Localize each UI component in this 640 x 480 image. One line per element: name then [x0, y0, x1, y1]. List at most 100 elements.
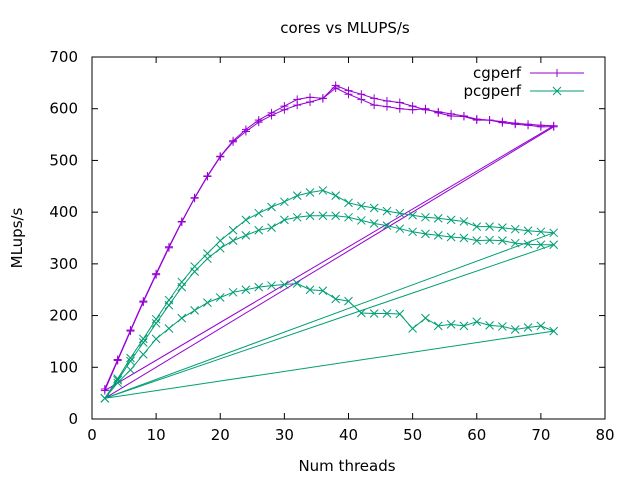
data-point [331, 191, 341, 200]
data-point [254, 118, 263, 127]
data-point [280, 105, 289, 114]
series-line [104, 232, 554, 399]
data-point [472, 317, 482, 327]
data-point [408, 210, 417, 220]
data-point [395, 208, 405, 218]
data-point [382, 309, 392, 318]
data-point [459, 321, 469, 331]
data-point [447, 111, 456, 120]
x-tick-label: 60 [467, 426, 486, 444]
data-point [203, 172, 212, 181]
x-tick-label: 30 [275, 426, 294, 444]
legend-label: pcgperf [464, 82, 522, 100]
data-point [498, 223, 507, 233]
data-point [511, 120, 520, 129]
data-point [421, 313, 430, 323]
data-point [382, 102, 391, 111]
data-point [190, 306, 199, 315]
series-pcgperf [100, 186, 559, 403]
data-point [433, 231, 443, 240]
data-point [369, 309, 379, 318]
x-tick-label: 50 [403, 426, 422, 444]
data-point [305, 211, 315, 221]
data-point [318, 186, 328, 195]
data-point [357, 95, 366, 104]
data-point [382, 206, 392, 216]
y-tick-label: 700 [49, 48, 78, 66]
data-point [126, 365, 135, 375]
data-point [267, 281, 276, 290]
x-axis-label: Num threads [298, 457, 395, 475]
data-point [446, 215, 456, 225]
y-tick-label: 300 [49, 255, 78, 273]
series-line [104, 330, 554, 399]
data-point [344, 90, 353, 99]
series-line [104, 244, 554, 399]
data-point [100, 386, 109, 395]
data-point [267, 223, 276, 233]
data-point [485, 235, 494, 245]
data-point [369, 203, 379, 213]
data-point [408, 324, 417, 333]
y-tick-label: 100 [49, 358, 78, 376]
data-point [113, 356, 122, 365]
data-point [331, 211, 341, 221]
data-point [536, 122, 545, 131]
data-point [241, 215, 251, 225]
data-point [164, 300, 174, 310]
data-point [421, 229, 430, 239]
x-tick-label: 80 [595, 426, 614, 444]
data-point [395, 104, 404, 113]
data-point [421, 104, 430, 113]
data-point [536, 227, 546, 237]
data-point [228, 236, 238, 245]
data-point [228, 287, 238, 297]
chart-title: cores vs MLUPS/s [280, 19, 410, 37]
data-point [190, 267, 199, 276]
data-point [459, 217, 469, 226]
data-point [292, 279, 302, 288]
data-point [369, 219, 379, 228]
data-point [305, 285, 315, 295]
x-tick-label: 10 [147, 426, 166, 444]
y-tick-label: 200 [49, 307, 78, 325]
series-cgperf [100, 81, 558, 399]
data-point [356, 308, 366, 318]
series-line [104, 215, 554, 399]
data-point [241, 127, 250, 136]
x-tick-label: 20 [211, 426, 230, 444]
data-point [151, 314, 161, 324]
series-line [104, 87, 554, 391]
data-point [229, 137, 238, 146]
data-point [190, 194, 199, 203]
data-point [203, 254, 212, 264]
data-point [216, 152, 225, 161]
data-point [280, 215, 289, 225]
data-point [344, 212, 353, 222]
data-point [280, 280, 289, 289]
data-point [382, 221, 392, 230]
data-point [472, 116, 481, 125]
legend-label: cgperf [473, 64, 522, 82]
data-point [126, 353, 135, 363]
data-point [421, 212, 430, 222]
data-point [536, 321, 546, 331]
data-point [139, 298, 148, 307]
data-point [152, 270, 161, 279]
data-point [395, 309, 405, 319]
y-tick-label: 600 [49, 100, 78, 118]
data-point [523, 226, 533, 236]
data-point [138, 350, 148, 359]
data-point [331, 294, 341, 304]
y-tick-label: 0 [68, 410, 78, 428]
data-point [344, 296, 353, 306]
data-point [510, 325, 520, 334]
data-point [113, 378, 123, 388]
data-point [318, 94, 327, 103]
data-point [113, 375, 123, 385]
data-point [164, 324, 174, 333]
data-point [318, 211, 328, 221]
data-point [228, 225, 238, 235]
data-point [305, 188, 315, 197]
